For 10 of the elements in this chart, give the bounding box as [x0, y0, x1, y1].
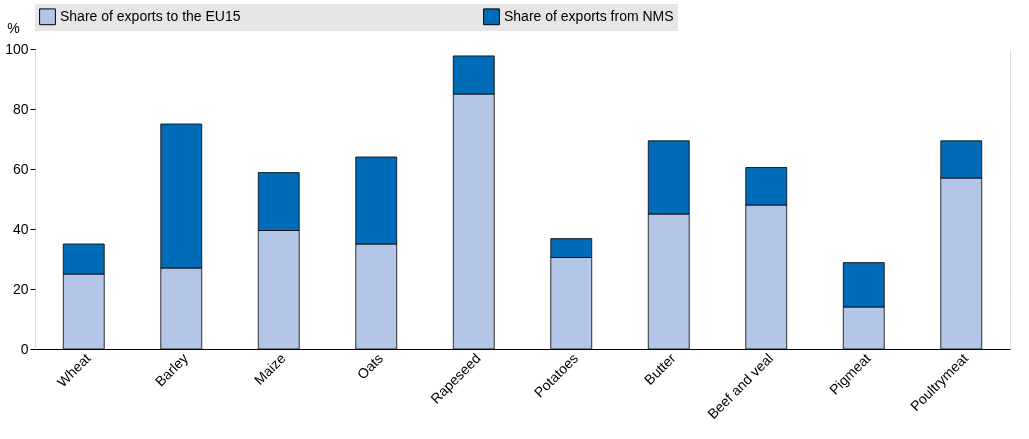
y-tick-label: 0 — [20, 340, 29, 357]
y-axis-title: % — [7, 19, 20, 36]
y-tick-label: 20 — [12, 280, 29, 297]
x-tick-label: Oats — [353, 350, 387, 383]
y-tick-label: 40 — [12, 220, 29, 237]
y-tick-label: 60 — [12, 160, 29, 177]
y-tick-label: 100 — [5, 40, 29, 57]
legend-label: Share of exports to the EU15 — [60, 7, 241, 24]
y-tick-label: 80 — [12, 100, 29, 117]
legend-label: Share of exports from NMS — [504, 7, 674, 24]
